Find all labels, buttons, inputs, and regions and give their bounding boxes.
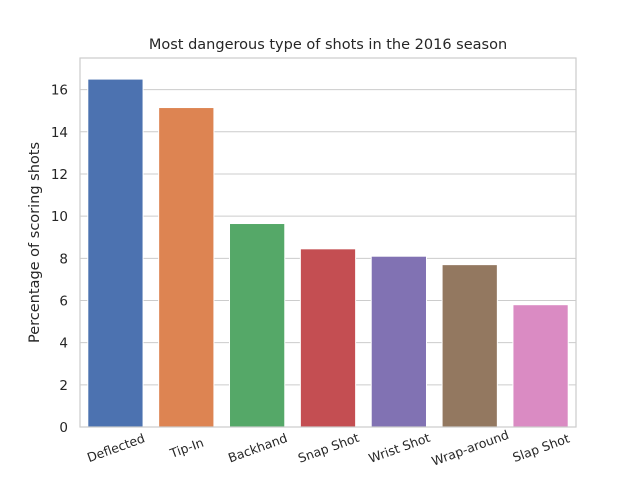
bar-deflected (87, 78, 144, 428)
chart-title: Most dangerous type of shots in the 2016… (149, 37, 507, 53)
plot-frame (79, 57, 577, 428)
y-tick-label: 14 (51, 125, 68, 141)
bar-backhand (229, 223, 286, 428)
x-tick-label: Slap Shot (511, 431, 572, 465)
x-tick-label: Tip-In (167, 435, 206, 461)
bar-tip-in (158, 107, 215, 428)
y-tick-label: 12 (51, 167, 68, 183)
x-tick-label: Deflected (85, 430, 147, 465)
x-tick-label: Wrist Shot (367, 430, 433, 466)
y-tick-label: 2 (59, 378, 68, 394)
y-axis-ticks: 0 2 4 6 8 10 12 14 16 (51, 83, 68, 436)
bar-snap-shot (299, 248, 357, 428)
x-tick-label: Backhand (226, 430, 289, 465)
bar-wrap-around (441, 264, 498, 428)
y-tick-label: 6 (59, 293, 68, 309)
bar-wrist-shot (370, 255, 427, 428)
y-tick-label: 8 (59, 251, 68, 267)
x-axis-ticks: Deflected Tip-In Backhand Snap Shot Wrist Sh… (85, 427, 572, 469)
x-tick-label: Snap Shot (296, 430, 361, 466)
y-tick-label: 0 (59, 420, 68, 436)
y-tick-label: 10 (51, 209, 68, 225)
y-tick-label: 16 (51, 83, 68, 99)
x-tick-label: Wrap-around (430, 427, 511, 469)
y-tick-label: 4 (59, 336, 68, 352)
bars (87, 78, 569, 428)
bar-slap-shot (512, 304, 569, 428)
y-axis-label: Percentage of scoring shots (27, 142, 43, 343)
